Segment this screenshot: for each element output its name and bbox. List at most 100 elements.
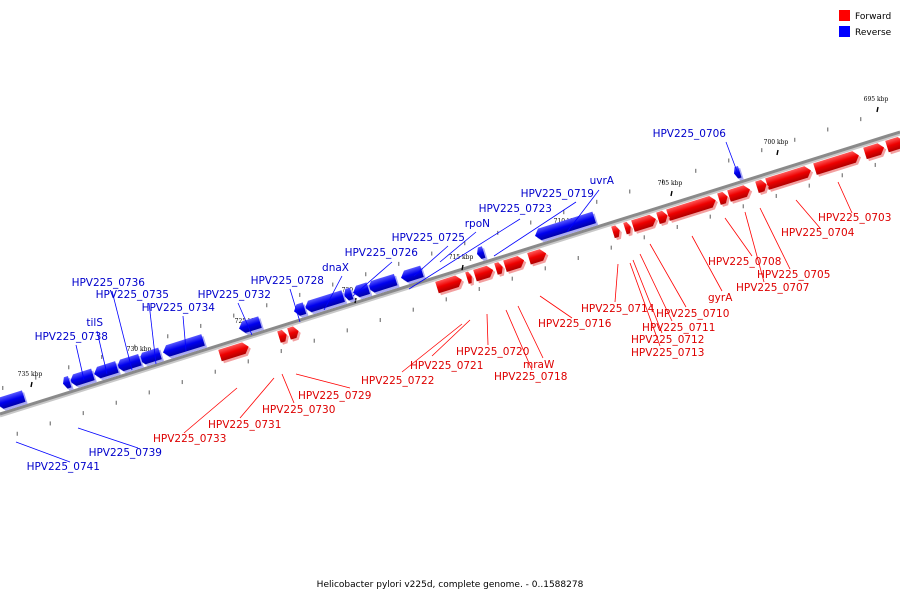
gene-label-rpon: rpoN (465, 218, 490, 230)
leader-hpv225-0741 (15, 441, 71, 463)
gene-body (344, 287, 354, 301)
gene-label-hpv225-0714: HPV225_0714 (581, 303, 655, 315)
leader-hpv225-0739 (77, 427, 139, 449)
gene-label-hpv225-0720: HPV225_0720 (456, 346, 529, 358)
legend-label-forward: Forward (855, 12, 891, 22)
tick-mark (461, 264, 464, 271)
tick-label: 730 kbp (127, 346, 152, 353)
gene-label-hpv225-0719: HPV225_0719 (521, 188, 594, 200)
gene-body (70, 368, 95, 386)
gene-features (0, 136, 900, 411)
legend-swatch-reverse (839, 26, 850, 37)
gene-label-hpv225-0733: HPV225_0733 (153, 433, 226, 445)
leader-hpv225-0733 (183, 387, 238, 434)
forward-gene-feature (465, 271, 474, 286)
gene-label-hpv225-0735: HPV225_0735 (96, 289, 169, 301)
gene-body (139, 347, 162, 365)
forward-gene-feature (765, 166, 814, 192)
gene-body (117, 353, 142, 372)
leader-hpv225-0704 (795, 199, 821, 229)
reverse-gene-feature (535, 211, 599, 243)
leader-hpv225-0706 (725, 141, 739, 175)
forward-gene-feature (623, 221, 633, 237)
forward-gene-feature (494, 262, 505, 277)
gene-body (465, 271, 472, 284)
tick-mark (354, 297, 357, 304)
backbone-line (0, 130, 900, 416)
gene-body (277, 329, 287, 343)
backbone-shadow (0, 132, 900, 418)
gene-label-hpv225-0736: HPV225_0736 (72, 277, 146, 289)
gene-label-hpv225-0713: HPV225_0713 (631, 347, 704, 359)
forward-gene-feature (727, 185, 753, 204)
minor-tick-marks (2, 117, 876, 436)
reverse-gene-feature (70, 368, 97, 388)
leader-hpv225-0729 (295, 373, 351, 389)
gene-body (163, 334, 205, 357)
leader-dnax (323, 275, 343, 311)
reverse-gene-feature (353, 282, 373, 300)
gene-body (63, 375, 72, 389)
gene-label-hpv225-0728: HPV225_0728 (251, 275, 324, 287)
forward-gene-feature (656, 210, 670, 226)
leader-hpv225-0712 (632, 259, 663, 334)
forward-gene-feature (287, 326, 301, 342)
leader-hpv225-0731 (239, 377, 275, 419)
tick-705-kbp: 705 kbp (658, 180, 682, 197)
leader-hpv225-0723 (408, 218, 521, 290)
leader-hpv225-0705 (759, 207, 791, 270)
leader-hpv225-0716 (539, 295, 573, 319)
gene-label-hpv225-0738: HPV225_0738 (35, 331, 108, 343)
gene-body (353, 282, 371, 298)
reverse-gene-feature (477, 246, 488, 261)
gene-label-hpv225-0729: HPV225_0729 (298, 390, 371, 402)
leader-hpv225-0713 (629, 262, 661, 347)
leader-hpv225-0732 (237, 302, 253, 336)
legend-label-reverse: Reverse (855, 28, 892, 38)
gene-body (473, 265, 494, 282)
leader-hpv225-0725 (413, 245, 449, 277)
gene-body (305, 290, 345, 313)
gene-body (885, 136, 900, 153)
gene-body (656, 210, 668, 225)
gene-label-hpv225-0703: HPV225_0703 (818, 212, 891, 224)
tick-mark (776, 149, 779, 156)
gene-body (631, 214, 656, 232)
leader-hpv225-0714 (614, 263, 619, 303)
tick-mark (670, 190, 673, 197)
gene-body (401, 265, 424, 283)
gene-body (717, 191, 728, 205)
forward-gene-feature (885, 136, 900, 155)
gene-label-hpv225-0718: HPV225_0718 (494, 371, 567, 383)
gene-label-hpv225-0704: HPV225_0704 (781, 227, 855, 239)
tick-700-kbp: 700 kbp (764, 139, 789, 156)
gene-label-hpv225-0725: HPV225_0725 (392, 232, 465, 244)
forward-gene-feature (755, 179, 769, 195)
forward-gene-feature (717, 191, 730, 207)
forward-gene-feature (611, 225, 622, 241)
legend: Forward Reverse (839, 10, 892, 38)
gene-body (477, 246, 486, 259)
gene-label-hpv225-0726: HPV225_0726 (345, 247, 419, 259)
gene-label-hpv225-0730: HPV225_0730 (262, 404, 335, 416)
forward-gene-feature (277, 329, 289, 345)
leader-hpv225-0738 (75, 344, 85, 381)
leader-hpv225-0710 (649, 243, 687, 308)
tick-735-kbp: 735 kbp (18, 371, 42, 388)
forward-gene-feature (863, 143, 887, 162)
tick-label: 700 kbp (764, 139, 789, 146)
gene-label-dnax: dnaX (322, 262, 349, 274)
gene-label-hpv225-0732: HPV225_0732 (198, 289, 271, 301)
gene-body (863, 143, 885, 160)
leader-hpv225-0703 (837, 181, 853, 214)
forward-gene-feature (435, 275, 464, 296)
leader-hpv225-0720 (486, 313, 489, 346)
gene-label-hpv225-0711: HPV225_0711 (642, 322, 715, 334)
gene-body (218, 342, 249, 362)
gene-label-hpv225-0712: HPV225_0712 (631, 334, 704, 346)
reverse-gene-feature (117, 353, 144, 374)
tick-695-kbp: 695 kbp (864, 96, 888, 113)
leader-hpv225-0711 (639, 253, 673, 322)
gene-body (623, 221, 631, 235)
